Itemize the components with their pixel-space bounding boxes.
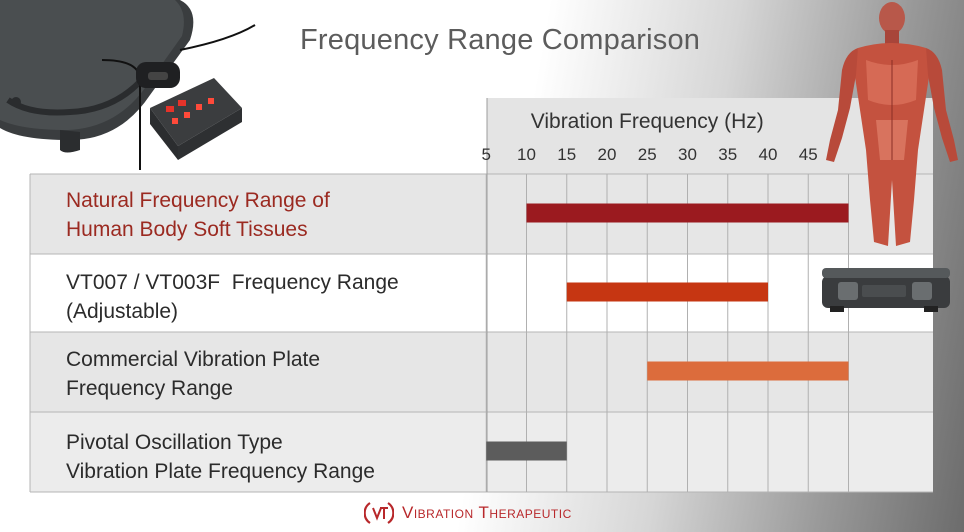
x-tick-label: 30 bbox=[678, 145, 697, 164]
range-bar bbox=[566, 282, 768, 302]
axis-header-band bbox=[487, 98, 933, 174]
range-bar bbox=[647, 361, 849, 381]
x-tick-label: 40 bbox=[759, 145, 778, 164]
row-label-line: Frequency Range bbox=[66, 377, 233, 400]
row-label-natural-frequency: Natural Frequency Range of Human Body So… bbox=[66, 186, 330, 244]
x-axis-label: Vibration Frequency (Hz) bbox=[531, 110, 764, 133]
row-label-line: VT007 / VT003F Frequency Range bbox=[66, 271, 399, 294]
x-tick-label: 15 bbox=[557, 145, 576, 164]
x-tick-label: 35 bbox=[718, 145, 737, 164]
row-label-line: Commercial Vibration Plate bbox=[66, 348, 321, 371]
page-title: Frequency Range Comparison bbox=[300, 24, 701, 56]
row-label-vt007: VT007 / VT003F Frequency Range (Adjustab… bbox=[66, 268, 399, 326]
x-tick-label: 25 bbox=[638, 145, 657, 164]
x-tick-label: 20 bbox=[598, 145, 617, 164]
row-label-commercial: Commercial Vibration Plate Frequency Ran… bbox=[66, 345, 320, 403]
row-label-line: Pivotal Oscillation Type bbox=[66, 431, 283, 454]
brand-footer: Vibration Therapeutic bbox=[364, 498, 572, 528]
x-tick-label: 10 bbox=[517, 145, 536, 164]
brand-name: Vibration Therapeutic bbox=[402, 503, 572, 522]
vibration-plate-image bbox=[822, 268, 950, 312]
x-tick-label: 5 bbox=[482, 145, 491, 164]
range-bar bbox=[486, 441, 567, 461]
row-label-line: (Adjustable) bbox=[66, 300, 179, 323]
row-label-line: Natural Frequency Range of bbox=[66, 189, 330, 212]
vt-logo-icon bbox=[364, 502, 394, 524]
row-label-line: Vibration Plate Frequency Range bbox=[66, 460, 375, 483]
human-muscle-anatomy-image bbox=[826, 2, 958, 246]
range-bar bbox=[526, 203, 849, 223]
x-tick-label: 45 bbox=[799, 145, 818, 164]
row-background bbox=[30, 254, 933, 332]
row-background bbox=[30, 412, 933, 492]
row-label-line: Human Body Soft Tissues bbox=[66, 218, 308, 241]
row-label-pivotal: Pivotal Oscillation Type Vibration Plate… bbox=[66, 428, 375, 486]
vibration-plate-device-image bbox=[0, 0, 256, 170]
